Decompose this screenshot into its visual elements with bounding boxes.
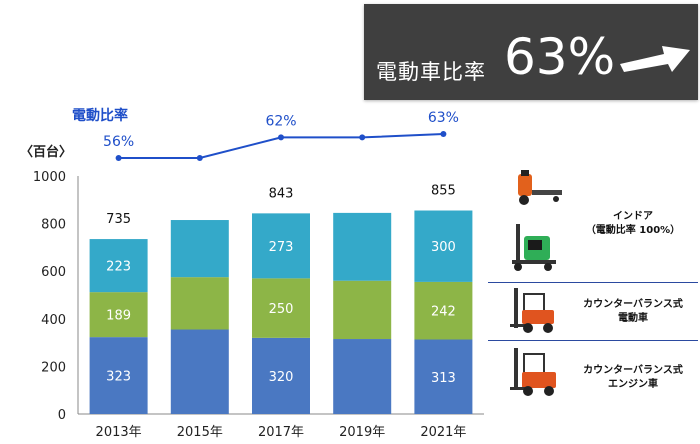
data-label-2-4: 300	[431, 240, 456, 255]
x-tick-label-2: 2017年	[258, 425, 304, 440]
legend-indoor-line1: インドア	[613, 211, 653, 222]
bar-segment-0-3	[333, 339, 392, 414]
ratio-point-3	[359, 134, 366, 141]
legend-electric-line2: 電動車	[618, 313, 648, 324]
forklift-electric-counterbalance-icon	[510, 288, 554, 333]
bar-segment-1-0	[89, 292, 148, 338]
y-tick-label-5: 1000	[33, 170, 66, 185]
ratio-line-title: 電動比率	[72, 107, 128, 124]
y-tick-label-0: 0	[58, 408, 66, 423]
x-tick-label-1: 2015年	[177, 425, 223, 440]
legend-indoor: インドア （電動比率 100%）	[568, 210, 698, 238]
forklift-orange-pallet-icon	[518, 170, 562, 205]
data-label-1-0: 189	[106, 309, 131, 324]
banner-label: 電動車比率	[376, 60, 486, 84]
forklift-green-reach-icon	[512, 224, 556, 271]
x-tick-label-4: 2021年	[420, 425, 466, 440]
bar-segment-2-2	[252, 213, 310, 279]
data-label-2-0: 223	[106, 260, 131, 275]
ratio-point-1	[196, 155, 203, 161]
bar-segment-0-1	[170, 329, 229, 414]
bar-segment-2-4	[414, 210, 473, 282]
bar-segment-1-1	[170, 277, 229, 330]
total-label-4: 855	[431, 184, 456, 199]
y-unit-label: 〈百台〉	[20, 144, 72, 160]
electrification-banner: 電動車比率 63%	[364, 4, 698, 100]
bar-segment-1-2	[252, 278, 310, 338]
forklift-engine-counterbalance-icon	[510, 348, 556, 396]
data-label-2-2: 273	[269, 240, 294, 255]
ratio-point-0	[115, 155, 122, 161]
bar-segment-0-2	[252, 337, 310, 414]
y-tick-label-4: 800	[41, 218, 66, 233]
y-tick-label-1: 200	[41, 360, 66, 375]
bar-segment-2-3	[333, 212, 392, 281]
ratio-label-2: 62%	[265, 113, 296, 129]
bar-segment-2-1	[170, 220, 229, 278]
legend-electric: カウンターバランス式 電動車	[568, 298, 698, 326]
data-label-0-0: 323	[106, 370, 131, 385]
total-label-2: 843	[269, 186, 294, 201]
y-tick-label-3: 600	[41, 265, 66, 280]
x-tick-label-3: 2019年	[339, 425, 385, 440]
legend-engine-line1: カウンターバランス式	[583, 365, 683, 376]
ratio-point-2	[278, 134, 284, 141]
data-label-1-4: 242	[431, 305, 456, 320]
bar-segment-2-0	[89, 239, 148, 293]
bar-segment-1-4	[414, 281, 473, 340]
legend-engine: カウンターバランス式 エンジン車	[568, 364, 698, 392]
bar-segment-0-0	[89, 337, 148, 414]
y-tick-label-2: 400	[41, 313, 66, 328]
data-label-0-2: 320	[269, 370, 294, 385]
banner-value: 63%	[504, 28, 616, 86]
legend-divider-1	[488, 282, 698, 283]
bar-segment-1-3	[333, 280, 392, 340]
total-label-0: 735	[106, 212, 131, 227]
x-tick-label-0: 2013年	[96, 425, 142, 440]
arrow-right-icon	[620, 46, 690, 72]
ratio-label-0: 56%	[103, 134, 134, 150]
legend-divider-2	[488, 340, 698, 341]
data-label-1-2: 250	[269, 302, 294, 317]
legend-electric-line1: カウンターバランス式	[583, 299, 683, 310]
legend-engine-line2: エンジン車	[608, 379, 658, 390]
legend-indoor-line2: （電動比率 100%）	[585, 225, 681, 236]
data-label-0-4: 313	[431, 371, 456, 386]
bar-segment-0-4	[414, 339, 473, 414]
ratio-label-4: 63%	[428, 110, 459, 126]
ratio-point-4	[440, 131, 447, 137]
